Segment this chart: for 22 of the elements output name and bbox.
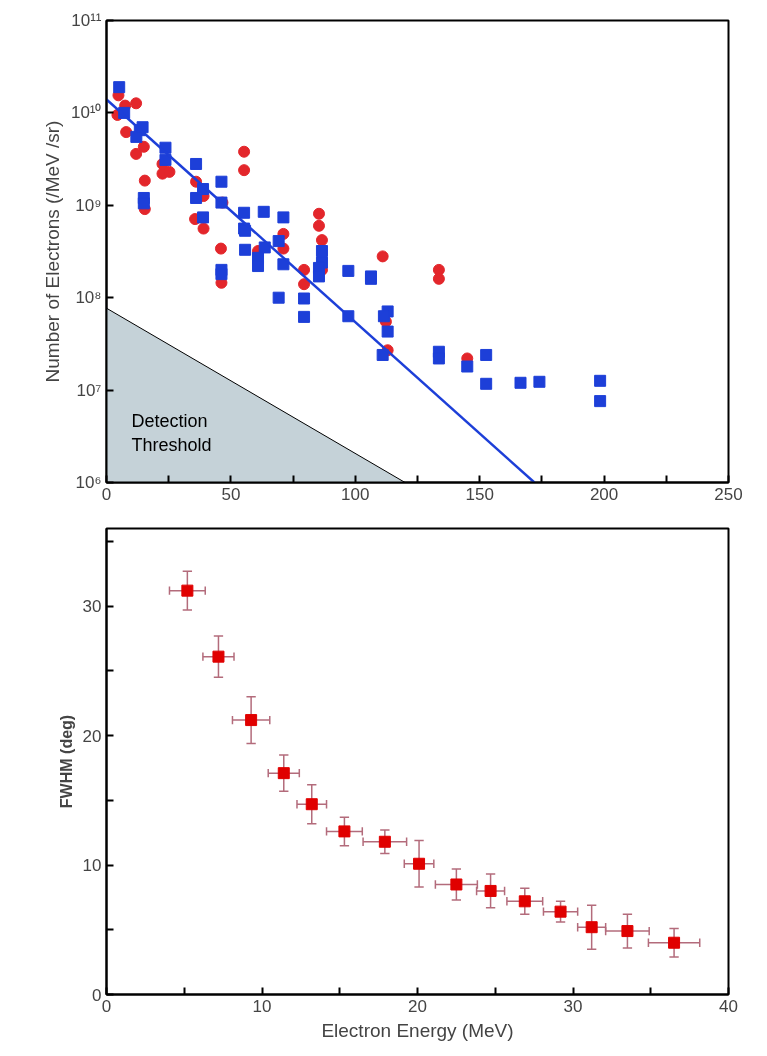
y-tick-label: 10⁹: [75, 195, 102, 215]
y-axis-title: Number of Electrons (/MeV /sr): [41, 120, 63, 383]
x-axis-title: Electron Energy (MeV): [321, 1019, 514, 1041]
annotation: Detection Threshold: [131, 410, 212, 455]
y-tick-label: 30: [82, 597, 102, 617]
x-tick-label: 10: [252, 996, 272, 1016]
y-tick-label: 10⁷: [76, 380, 102, 400]
x-tick-label: 40: [719, 996, 738, 1016]
y-tick-label: 10: [82, 856, 102, 876]
x-tick-label: 150: [465, 484, 494, 504]
x-tick-label: 200: [589, 484, 619, 504]
y-axis-title: FWHM (deg): [57, 714, 75, 809]
y-tick-label: 10¹¹: [71, 11, 102, 30]
x-tick-label: 30: [563, 996, 583, 1016]
x-tick-label: 100: [341, 484, 370, 504]
x-tick-label: 50: [221, 484, 241, 504]
y-tick-label: 10⁸: [75, 288, 102, 308]
y-tick-label: 10¹⁰: [70, 103, 102, 123]
y-tick-label: 10⁶: [75, 473, 102, 492]
x-tick-label: 20: [408, 996, 427, 1016]
x-tick-label: 250: [714, 484, 743, 504]
y-tick-label: 20: [82, 726, 102, 746]
